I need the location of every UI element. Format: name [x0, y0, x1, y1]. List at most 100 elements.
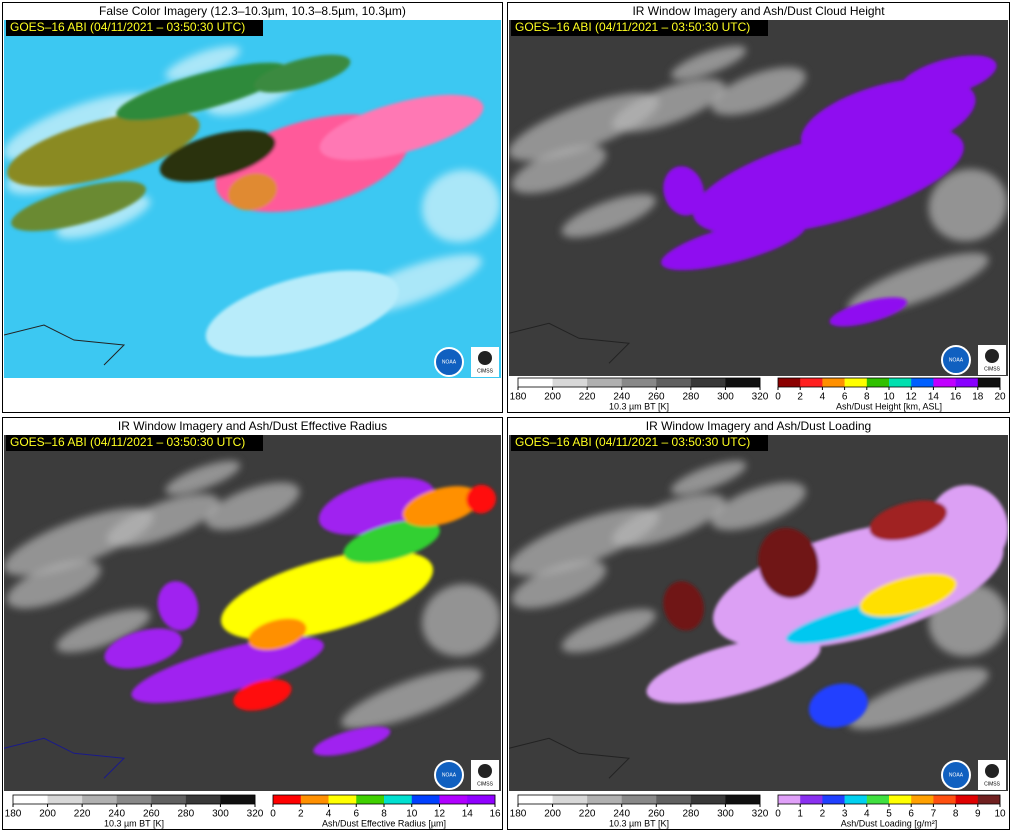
cimss-icon	[985, 764, 999, 778]
retrieval-area	[758, 527, 819, 599]
colorbar-tick-label: 320	[752, 809, 769, 820]
colorbar-tick-label: 240	[613, 809, 630, 820]
retrieval-area	[159, 130, 276, 182]
colorbar-segment	[273, 795, 302, 804]
colorbar-tick-label: 4	[864, 809, 870, 820]
cloud	[670, 45, 747, 80]
colorbar-tick-label: 260	[648, 392, 665, 403]
logo-label: NOAA	[949, 357, 964, 363]
colorbar-frame	[517, 794, 761, 805]
retrieval-area	[927, 485, 1008, 571]
colorbar-tick-label: 320	[752, 392, 769, 403]
retrieval-area	[205, 270, 399, 357]
logo-label: NOAA	[949, 772, 964, 778]
colorbar-tick-label: 200	[544, 809, 561, 820]
colorbar-segment	[384, 795, 413, 804]
colorbar-tick-label: 220	[74, 809, 91, 820]
retrieval-area	[313, 726, 391, 756]
retrieval-area	[104, 628, 182, 669]
colorbar-tick-label: 180	[510, 809, 527, 820]
cloud	[56, 609, 151, 653]
noaa-logo	[434, 347, 464, 377]
retrieval-area	[319, 94, 484, 161]
colorbar-segment	[552, 795, 588, 804]
colorbar-segment	[656, 795, 692, 804]
retrieval-area	[808, 683, 868, 728]
noaa-logo	[434, 760, 464, 790]
colorbar-tick-label: 8	[953, 809, 959, 820]
colorbar-segment	[220, 795, 256, 804]
noaa-logo	[941, 345, 971, 375]
cloud	[165, 46, 241, 80]
retrieval-area	[7, 111, 200, 187]
panel-title: IR Window Imagery and Ash/Dust Loading	[646, 419, 871, 433]
colorbar-tick-label: 300	[717, 392, 734, 403]
colorbar-tick-label: 4	[326, 809, 332, 820]
cloud	[106, 494, 220, 547]
coastline	[4, 737, 126, 779]
colorbar-tick-label: 180	[510, 392, 527, 403]
colorbar-segment	[116, 795, 152, 804]
logo-label: CIMSS	[984, 366, 1001, 372]
coastline	[4, 324, 126, 366]
cimss-icon	[478, 351, 492, 365]
retrieval-area	[402, 486, 481, 527]
colorbar-tick-label: 260	[648, 809, 665, 820]
colorbar-segment	[518, 378, 553, 387]
colorbar-frame	[12, 794, 256, 805]
cloud	[341, 667, 482, 729]
colorbar-tick-label: 14	[462, 809, 474, 820]
colorbar-tick-label: 8	[864, 392, 870, 403]
colorbar-tick-label: 12	[906, 392, 918, 403]
timestamp-box	[511, 435, 768, 451]
colorbar-segment	[977, 795, 1001, 804]
colorbar-segment	[778, 795, 801, 804]
retrieval-area	[116, 62, 290, 121]
cloud	[670, 460, 747, 495]
retrieval-area	[663, 581, 704, 631]
retrieval-area	[131, 636, 324, 703]
retrieval-area	[343, 520, 440, 564]
panel: IR Window Imagery and Ash/Dust Effective…	[2, 417, 503, 830]
retrieval-area	[800, 78, 976, 162]
colorbar-segment	[977, 378, 1001, 387]
colorbar-segment	[955, 795, 979, 804]
colorbar-label: 10.3 µm BT [K]	[104, 818, 164, 828]
logo-label: CIMSS	[984, 781, 1001, 787]
retrieval-area	[859, 573, 957, 617]
colorbar-label: Ash/Dust Height [km, ASL]	[836, 401, 942, 411]
colorbar-tick-label: 7	[931, 809, 937, 820]
colorbar-segment	[621, 795, 657, 804]
colorbar-segment	[800, 378, 823, 387]
retrieval-field	[661, 55, 997, 327]
satellite-image	[4, 435, 501, 791]
colorbar-segment	[467, 795, 496, 804]
cloud	[511, 560, 607, 609]
logo-label: NOAA	[442, 772, 457, 778]
colorbar-segment	[955, 378, 979, 387]
timestamp-box	[511, 20, 768, 36]
retrieval-field	[7, 54, 484, 357]
colorbar-segment	[587, 795, 623, 804]
cloud	[711, 482, 806, 531]
colorbar-tick-label: 9	[975, 809, 981, 820]
cloud	[165, 460, 241, 495]
colorbar-tick-label: 1	[797, 809, 803, 820]
colorbar-tick-label: 300	[717, 809, 734, 820]
coastline	[509, 737, 631, 779]
colorbar-tick-label: 2	[820, 809, 826, 820]
colorbar-segment	[690, 795, 726, 804]
cloud	[847, 667, 989, 730]
colorbar-tick-label: 10	[994, 809, 1006, 820]
colorbar-tick-label: 16	[489, 809, 501, 820]
retrieval-area	[157, 581, 199, 631]
retrieval-area	[228, 173, 277, 211]
cimss-icon	[478, 764, 492, 778]
colorbar-segment	[725, 378, 761, 387]
colorbar-tick-label: 2	[797, 392, 803, 403]
colorbar-segment	[328, 795, 357, 804]
colorbar-tick-label: 2	[298, 809, 304, 820]
cloud-field	[509, 45, 1008, 315]
cloud	[421, 584, 501, 657]
colorbar-label: 10.3 µm BT [K]	[609, 818, 669, 828]
